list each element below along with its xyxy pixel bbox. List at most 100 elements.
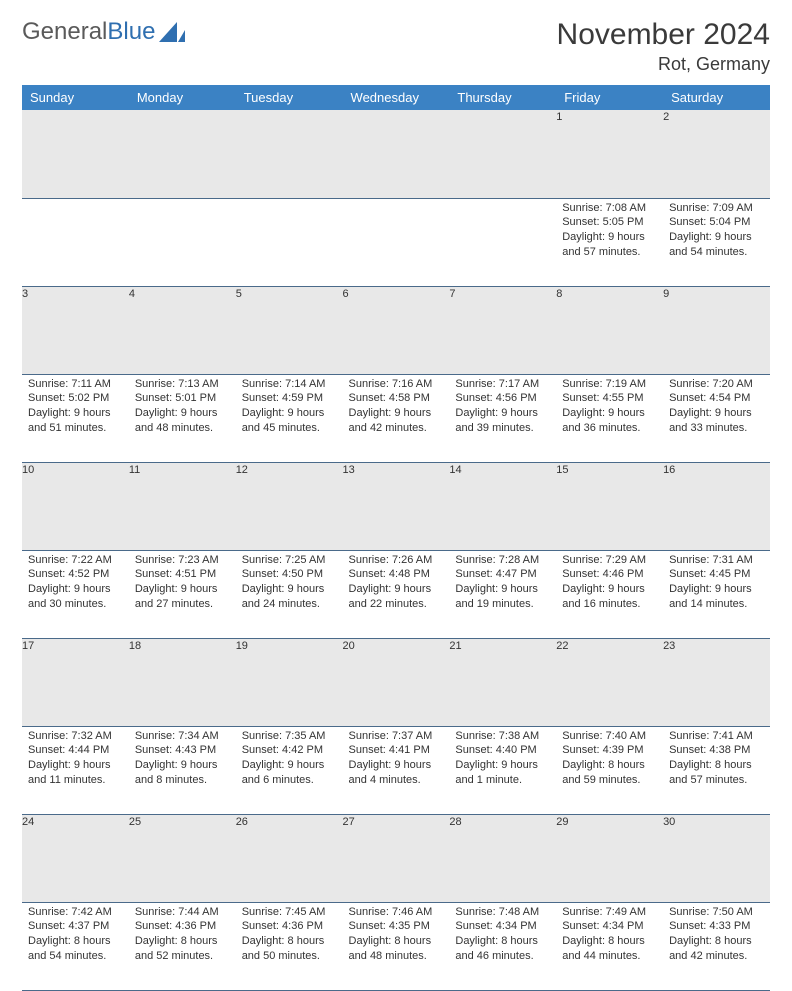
day-number-row: 17181920212223: [22, 638, 770, 726]
sunset-text: Sunset: 4:55 PM: [562, 391, 657, 406]
sunrise-text: Sunrise: 7:50 AM: [669, 905, 764, 920]
day-cell: Sunrise: 7:50 AMSunset: 4:33 PMDaylight:…: [663, 902, 770, 990]
sunrise-text: Sunrise: 7:32 AM: [28, 729, 123, 744]
daylight-text: Daylight: 9 hours and 54 minutes.: [669, 230, 764, 260]
sunset-text: Sunset: 4:37 PM: [28, 919, 123, 934]
daylight-text: Daylight: 9 hours and 1 minute.: [455, 758, 550, 788]
day-number-cell: 11: [129, 462, 236, 550]
sunset-text: Sunset: 5:02 PM: [28, 391, 123, 406]
sunrise-text: Sunrise: 7:28 AM: [455, 553, 550, 568]
sunset-text: Sunset: 4:46 PM: [562, 567, 657, 582]
day-number-cell: 24: [22, 814, 129, 902]
sunset-text: Sunset: 4:36 PM: [242, 919, 337, 934]
day-number-cell: 14: [449, 462, 556, 550]
day-cell: Sunrise: 7:49 AMSunset: 4:34 PMDaylight:…: [556, 902, 663, 990]
day-number-cell: 6: [343, 286, 450, 374]
daylight-text: Daylight: 9 hours and 11 minutes.: [28, 758, 123, 788]
logo-text-2: Blue: [107, 18, 155, 46]
day-content-row: Sunrise: 7:22 AMSunset: 4:52 PMDaylight:…: [22, 550, 770, 638]
sunset-text: Sunset: 4:39 PM: [562, 743, 657, 758]
day-cell: Sunrise: 7:46 AMSunset: 4:35 PMDaylight:…: [343, 902, 450, 990]
day-number-cell: 29: [556, 814, 663, 902]
day-cell: Sunrise: 7:08 AMSunset: 5:05 PMDaylight:…: [556, 198, 663, 286]
day-cell: Sunrise: 7:41 AMSunset: 4:38 PMDaylight:…: [663, 726, 770, 814]
sunset-text: Sunset: 4:34 PM: [562, 919, 657, 934]
sunrise-text: Sunrise: 7:23 AM: [135, 553, 230, 568]
sunset-text: Sunset: 4:51 PM: [135, 567, 230, 582]
day-number-cell: 3: [22, 286, 129, 374]
day-number-cell: 19: [236, 638, 343, 726]
sunset-text: Sunset: 4:47 PM: [455, 567, 550, 582]
daylight-text: Daylight: 9 hours and 36 minutes.: [562, 406, 657, 436]
sunset-text: Sunset: 4:35 PM: [349, 919, 444, 934]
day-number-row: 3456789: [22, 286, 770, 374]
day-number-cell: 22: [556, 638, 663, 726]
sunset-text: Sunset: 4:45 PM: [669, 567, 764, 582]
day-cell: Sunrise: 7:26 AMSunset: 4:48 PMDaylight:…: [343, 550, 450, 638]
sunset-text: Sunset: 4:36 PM: [135, 919, 230, 934]
title-block: November 2024 Rot, Germany: [557, 18, 770, 75]
month-title: November 2024: [557, 18, 770, 52]
sunrise-text: Sunrise: 7:34 AM: [135, 729, 230, 744]
sunrise-text: Sunrise: 7:26 AM: [349, 553, 444, 568]
day-cell: Sunrise: 7:48 AMSunset: 4:34 PMDaylight:…: [449, 902, 556, 990]
daylight-text: Daylight: 8 hours and 44 minutes.: [562, 934, 657, 964]
sunset-text: Sunset: 4:44 PM: [28, 743, 123, 758]
day-number-cell: 17: [22, 638, 129, 726]
weekday-header: Friday: [556, 85, 663, 110]
day-cell: Sunrise: 7:29 AMSunset: 4:46 PMDaylight:…: [556, 550, 663, 638]
day-number-cell: 30: [663, 814, 770, 902]
daylight-text: Daylight: 9 hours and 30 minutes.: [28, 582, 123, 612]
day-cell: Sunrise: 7:17 AMSunset: 4:56 PMDaylight:…: [449, 374, 556, 462]
day-cell: Sunrise: 7:34 AMSunset: 4:43 PMDaylight:…: [129, 726, 236, 814]
daylight-text: Daylight: 8 hours and 52 minutes.: [135, 934, 230, 964]
weekday-header: Wednesday: [343, 85, 450, 110]
sunrise-text: Sunrise: 7:38 AM: [455, 729, 550, 744]
day-cell: Sunrise: 7:22 AMSunset: 4:52 PMDaylight:…: [22, 550, 129, 638]
daylight-text: Daylight: 9 hours and 16 minutes.: [562, 582, 657, 612]
day-content-row: Sunrise: 7:08 AMSunset: 5:05 PMDaylight:…: [22, 198, 770, 286]
day-cell: Sunrise: 7:23 AMSunset: 4:51 PMDaylight:…: [129, 550, 236, 638]
day-number-cell: 13: [343, 462, 450, 550]
sunrise-text: Sunrise: 7:14 AM: [242, 377, 337, 392]
day-cell: [343, 198, 450, 286]
calendar-table: Sunday Monday Tuesday Wednesday Thursday…: [22, 85, 770, 991]
day-number-cell: 1: [556, 110, 663, 198]
daylight-text: Daylight: 9 hours and 39 minutes.: [455, 406, 550, 436]
day-number-cell: [343, 110, 450, 198]
daylight-text: Daylight: 9 hours and 8 minutes.: [135, 758, 230, 788]
day-number-cell: 23: [663, 638, 770, 726]
sunset-text: Sunset: 4:40 PM: [455, 743, 550, 758]
weekday-header-row: Sunday Monday Tuesday Wednesday Thursday…: [22, 85, 770, 110]
sunrise-text: Sunrise: 7:20 AM: [669, 377, 764, 392]
sunset-text: Sunset: 5:04 PM: [669, 215, 764, 230]
day-cell: Sunrise: 7:14 AMSunset: 4:59 PMDaylight:…: [236, 374, 343, 462]
day-content-row: Sunrise: 7:32 AMSunset: 4:44 PMDaylight:…: [22, 726, 770, 814]
sunset-text: Sunset: 4:56 PM: [455, 391, 550, 406]
day-cell: Sunrise: 7:44 AMSunset: 4:36 PMDaylight:…: [129, 902, 236, 990]
weekday-header: Tuesday: [236, 85, 343, 110]
daylight-text: Daylight: 9 hours and 42 minutes.: [349, 406, 444, 436]
sunrise-text: Sunrise: 7:22 AM: [28, 553, 123, 568]
day-number-cell: 7: [449, 286, 556, 374]
location: Rot, Germany: [557, 54, 770, 75]
day-cell: [22, 198, 129, 286]
day-cell: [129, 198, 236, 286]
sunset-text: Sunset: 4:58 PM: [349, 391, 444, 406]
sunrise-text: Sunrise: 7:37 AM: [349, 729, 444, 744]
sunrise-text: Sunrise: 7:13 AM: [135, 377, 230, 392]
sunset-text: Sunset: 4:34 PM: [455, 919, 550, 934]
day-number-cell: [449, 110, 556, 198]
day-number-cell: 2: [663, 110, 770, 198]
daylight-text: Daylight: 9 hours and 14 minutes.: [669, 582, 764, 612]
sunrise-text: Sunrise: 7:31 AM: [669, 553, 764, 568]
sunrise-text: Sunrise: 7:48 AM: [455, 905, 550, 920]
day-cell: [449, 198, 556, 286]
day-cell: Sunrise: 7:45 AMSunset: 4:36 PMDaylight:…: [236, 902, 343, 990]
sunset-text: Sunset: 4:59 PM: [242, 391, 337, 406]
day-cell: Sunrise: 7:37 AMSunset: 4:41 PMDaylight:…: [343, 726, 450, 814]
daylight-text: Daylight: 9 hours and 57 minutes.: [562, 230, 657, 260]
daylight-text: Daylight: 8 hours and 46 minutes.: [455, 934, 550, 964]
sunrise-text: Sunrise: 7:35 AM: [242, 729, 337, 744]
day-number-cell: 21: [449, 638, 556, 726]
